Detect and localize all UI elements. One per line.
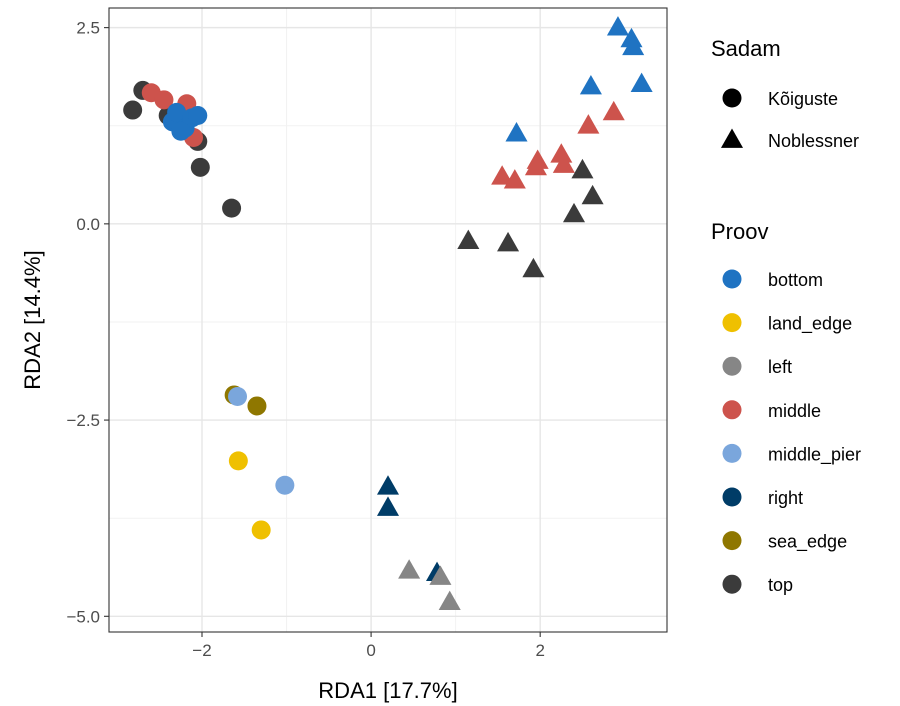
point-land_edge-circle bbox=[251, 520, 271, 540]
point-top-circle bbox=[222, 198, 242, 218]
point-bottom-triangle bbox=[579, 74, 602, 95]
point-bottom-triangle bbox=[505, 122, 528, 142]
point-right-triangle bbox=[376, 496, 400, 516]
point-top-circle bbox=[123, 100, 143, 120]
legend-color-label: middle bbox=[768, 401, 821, 421]
point-middle_pier-circle bbox=[228, 387, 248, 407]
point-top-triangle bbox=[571, 158, 594, 179]
point-bottom-circle bbox=[188, 106, 208, 126]
point-middle_pier-circle bbox=[275, 475, 295, 495]
data-points bbox=[123, 16, 653, 611]
x-tick-label: −2 bbox=[192, 641, 211, 660]
y-tick-label: −2.5 bbox=[66, 411, 100, 430]
x-axis-title: RDA1 [17.7%] bbox=[318, 678, 457, 703]
legend-color-label: bottom bbox=[768, 270, 823, 290]
point-bottom-triangle bbox=[606, 16, 629, 36]
legend-color-label: sea_edge bbox=[768, 532, 847, 553]
legend-swatch-top bbox=[722, 574, 742, 594]
point-top-triangle bbox=[522, 257, 545, 278]
point-middle-triangle bbox=[602, 100, 625, 121]
point-bottom-circle bbox=[171, 121, 191, 141]
point-top-triangle bbox=[497, 231, 520, 252]
legend-shape: Sadam Kõiguste Noblessner bbox=[711, 36, 859, 151]
axis-ticks: −2 0 2 2.5 0.0 −2.5 −5.0 bbox=[66, 19, 544, 660]
legend-color-label: top bbox=[768, 575, 793, 595]
legend-triangle-symbol bbox=[720, 128, 744, 148]
legend-shape-label: Kõiguste bbox=[768, 89, 838, 109]
legend-color-label: right bbox=[768, 488, 803, 508]
legend-color-label: land_edge bbox=[768, 314, 852, 335]
point-right-triangle bbox=[376, 475, 400, 495]
legend-circle-symbol bbox=[722, 88, 742, 108]
x-tick-label: 0 bbox=[366, 641, 375, 660]
legend-color-label: left bbox=[768, 357, 792, 377]
point-middle-triangle bbox=[503, 169, 526, 189]
y-tick-label: 2.5 bbox=[76, 19, 100, 38]
legend-swatch-middle_pier bbox=[722, 443, 742, 463]
point-middle-triangle bbox=[552, 153, 575, 173]
legend-swatch-sea_edge bbox=[722, 531, 742, 551]
point-left-triangle bbox=[398, 559, 421, 579]
point-top-circle bbox=[190, 157, 210, 177]
point-middle-triangle bbox=[550, 143, 573, 163]
x-tick-label: 2 bbox=[535, 641, 544, 660]
point-sea_edge-circle bbox=[247, 396, 267, 416]
point-land_edge-circle bbox=[228, 451, 248, 471]
legend-color-label: middle_pier bbox=[768, 444, 861, 465]
legend-swatch-left bbox=[722, 356, 742, 376]
legend-shape-title: Sadam bbox=[711, 36, 781, 61]
point-top-triangle bbox=[562, 202, 586, 223]
point-top-triangle bbox=[581, 184, 604, 205]
point-middle-triangle bbox=[524, 155, 547, 176]
point-left-triangle bbox=[438, 590, 461, 611]
point-bottom-triangle bbox=[620, 27, 643, 48]
point-top-triangle bbox=[457, 229, 480, 249]
legend-swatch-middle bbox=[722, 400, 742, 420]
point-bottom-triangle bbox=[622, 35, 645, 56]
legend-swatch-bottom bbox=[722, 269, 742, 289]
y-tick-label: −5.0 bbox=[66, 607, 100, 626]
y-tick-label: 0.0 bbox=[76, 215, 100, 234]
legend-swatch-land_edge bbox=[722, 313, 742, 333]
y-axis-title: RDA2 [14.4%] bbox=[20, 250, 45, 389]
plot-border bbox=[108, 7, 668, 633]
major-gridlines bbox=[109, 8, 667, 632]
point-middle-circle bbox=[154, 90, 174, 110]
legend-swatch-right bbox=[722, 487, 742, 507]
legend-shape-label: Noblessner bbox=[768, 131, 859, 151]
legend-color-title: Proov bbox=[711, 219, 768, 244]
point-left-triangle bbox=[429, 565, 452, 585]
point-bottom-triangle bbox=[630, 72, 653, 93]
point-bottom-circle bbox=[167, 102, 187, 122]
point-middle-triangle bbox=[491, 165, 514, 185]
point-middle-triangle bbox=[577, 114, 600, 134]
